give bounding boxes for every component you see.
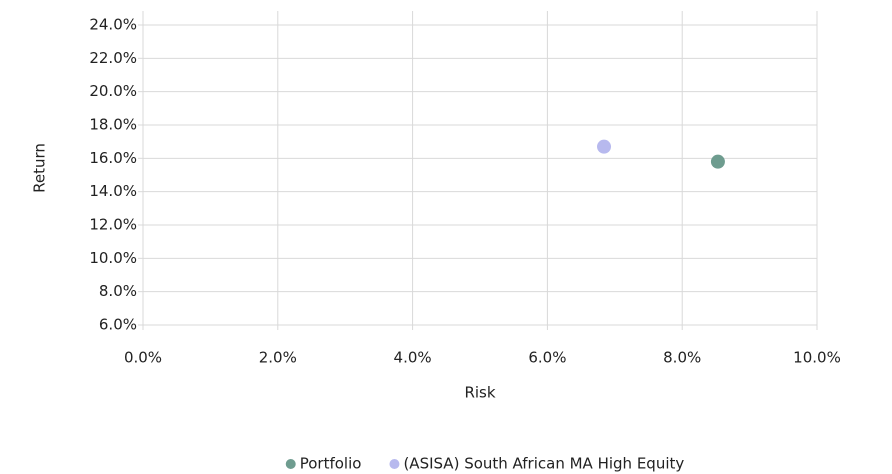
y-tick-label: 12.0% [89, 216, 137, 234]
y-tick-label: 22.0% [89, 49, 137, 67]
legend: Portfolio (ASISA) South African MA High E… [285, 455, 684, 473]
y-tick-label: 8.0% [99, 282, 137, 300]
y-tick-label: 14.0% [89, 182, 137, 200]
y-tick-label: 24.0% [89, 16, 137, 34]
x-tick-label: 0.0% [124, 349, 162, 367]
x-tick-label: 8.0% [663, 349, 701, 367]
x-tick-label: 10.0% [793, 349, 841, 367]
x-tick-label: 4.0% [394, 349, 432, 367]
legend-marker [389, 459, 400, 469]
legend-label: Portfolio [300, 455, 362, 473]
y-tick-label: 20.0% [89, 82, 137, 100]
point [597, 139, 612, 154]
point [710, 154, 725, 169]
y-tick-label: 10.0% [89, 249, 137, 267]
y-tick-label: 16.0% [89, 149, 137, 167]
y-tick-label: 6.0% [99, 316, 137, 334]
y-axis-label: Return [31, 143, 49, 193]
x-axis-label: Risk [464, 384, 495, 402]
x-tick-label: 2.0% [259, 349, 297, 367]
legend-marker [285, 459, 296, 469]
x-tick-label: 6.0% [528, 349, 566, 367]
legend-label: (ASISA) South African MA High Equity [403, 455, 684, 473]
y-tick-label: 18.0% [89, 116, 137, 134]
